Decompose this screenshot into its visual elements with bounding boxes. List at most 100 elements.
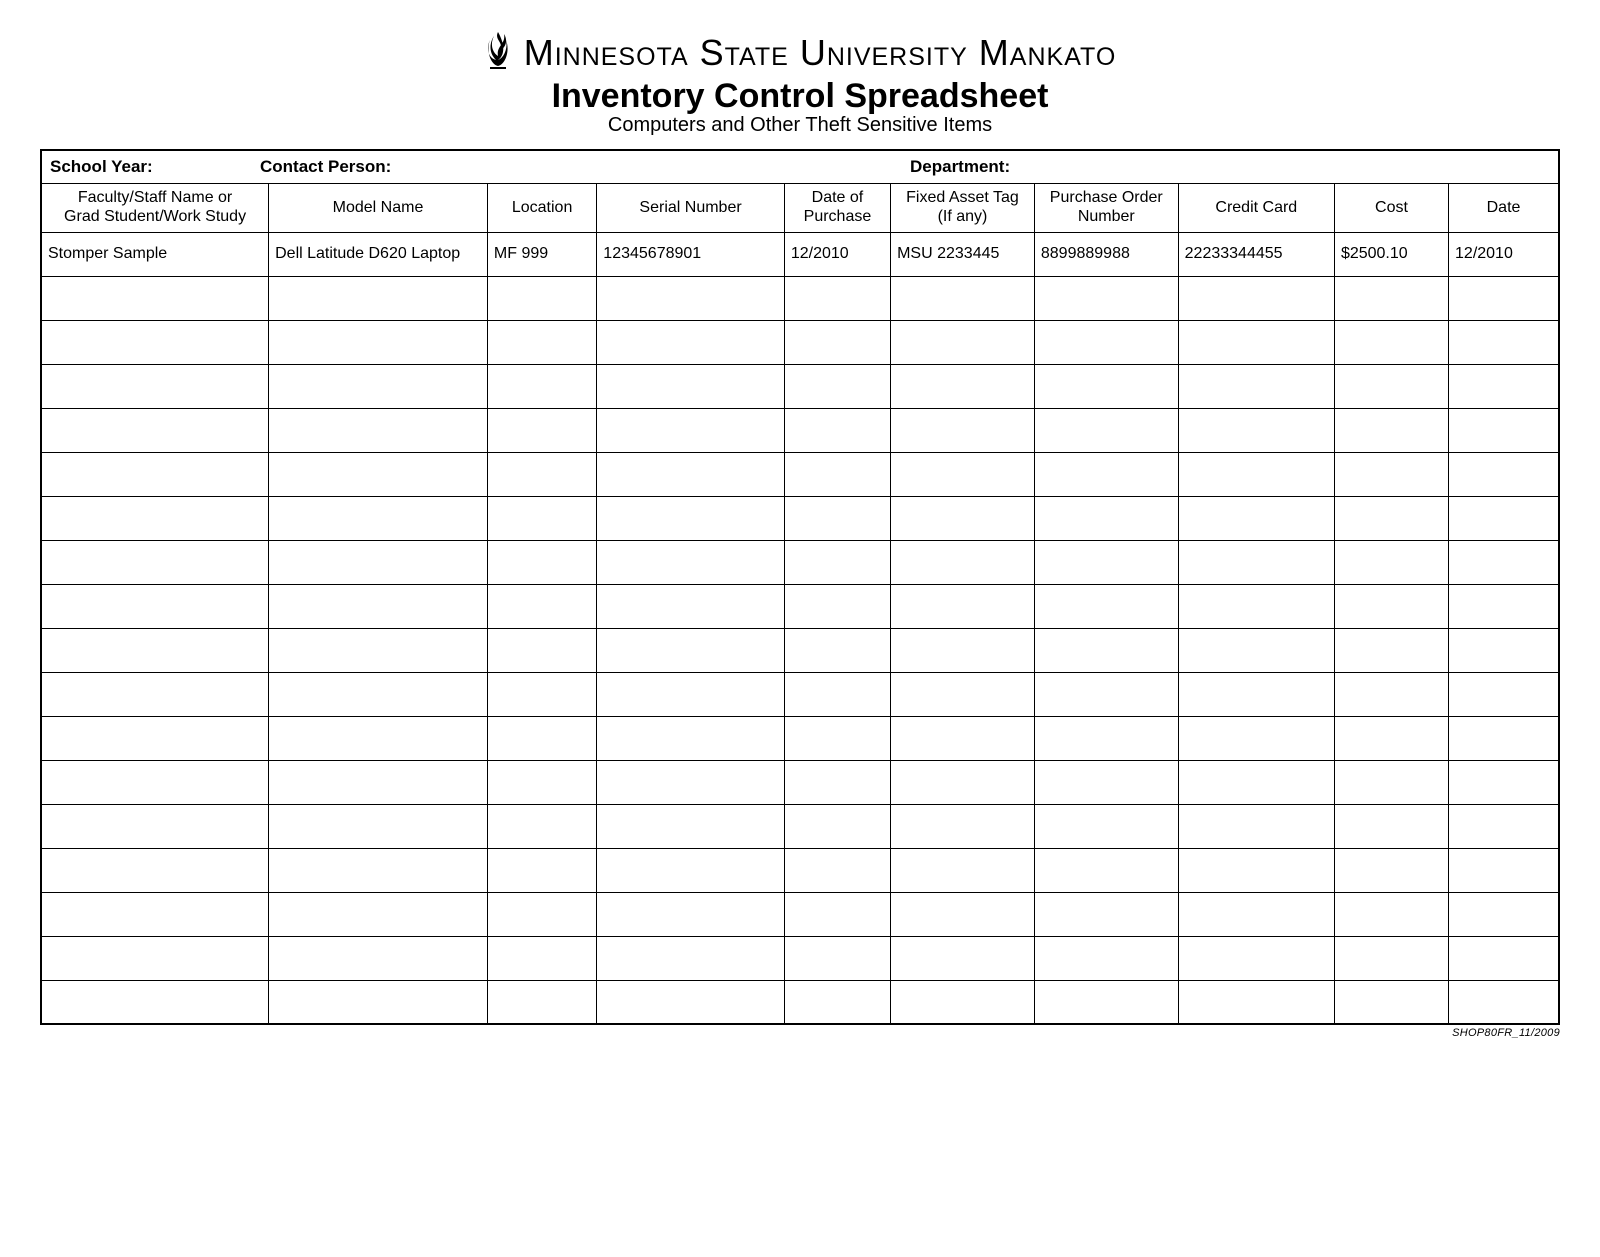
table-cell[interactable] — [1449, 892, 1558, 936]
table-cell[interactable] — [1034, 540, 1178, 584]
table-cell[interactable] — [1178, 364, 1334, 408]
table-cell[interactable] — [42, 320, 269, 364]
table-cell[interactable] — [597, 848, 785, 892]
table-cell[interactable] — [891, 892, 1035, 936]
table-cell[interactable] — [487, 672, 596, 716]
table-cell[interactable] — [597, 584, 785, 628]
table-cell[interactable] — [1449, 452, 1558, 496]
table-cell[interactable] — [487, 892, 596, 936]
table-cell[interactable] — [597, 408, 785, 452]
table-cell[interactable] — [269, 364, 488, 408]
table-cell[interactable] — [891, 672, 1035, 716]
table-cell[interactable] — [1449, 848, 1558, 892]
table-cell[interactable] — [42, 716, 269, 760]
table-cell[interactable] — [487, 320, 596, 364]
table-cell[interactable] — [487, 496, 596, 540]
table-cell[interactable]: 22233344455 — [1178, 232, 1334, 276]
table-cell[interactable] — [1034, 408, 1178, 452]
table-cell[interactable] — [784, 892, 890, 936]
table-cell[interactable] — [42, 936, 269, 980]
table-cell[interactable] — [784, 760, 890, 804]
table-cell[interactable] — [597, 980, 785, 1024]
table-cell[interactable] — [487, 936, 596, 980]
table-cell[interactable] — [891, 584, 1035, 628]
table-cell[interactable] — [42, 452, 269, 496]
table-cell[interactable] — [1334, 672, 1448, 716]
table-cell[interactable] — [1178, 804, 1334, 848]
table-cell[interactable] — [269, 980, 488, 1024]
table-cell[interactable] — [891, 628, 1035, 672]
table-cell[interactable] — [42, 496, 269, 540]
table-cell[interactable] — [1334, 804, 1448, 848]
table-cell[interactable] — [487, 584, 596, 628]
table-cell[interactable] — [784, 584, 890, 628]
table-cell[interactable] — [1449, 320, 1558, 364]
table-cell[interactable] — [891, 320, 1035, 364]
table-cell[interactable] — [269, 276, 488, 320]
table-cell[interactable] — [784, 628, 890, 672]
table-cell[interactable] — [1334, 540, 1448, 584]
table-cell[interactable] — [597, 892, 785, 936]
table-cell[interactable] — [1334, 584, 1448, 628]
table-cell[interactable]: 12/2010 — [784, 232, 890, 276]
table-cell[interactable] — [269, 892, 488, 936]
table-cell[interactable]: 8899889988 — [1034, 232, 1178, 276]
table-cell[interactable] — [269, 320, 488, 364]
table-cell[interactable] — [1449, 716, 1558, 760]
table-cell[interactable] — [784, 672, 890, 716]
table-cell[interactable] — [1449, 628, 1558, 672]
table-cell[interactable] — [269, 540, 488, 584]
table-cell[interactable] — [1334, 496, 1448, 540]
table-cell[interactable] — [42, 584, 269, 628]
table-cell[interactable] — [784, 364, 890, 408]
table-cell[interactable] — [1178, 584, 1334, 628]
table-cell[interactable] — [487, 980, 596, 1024]
table-cell[interactable] — [1178, 848, 1334, 892]
table-cell[interactable] — [269, 452, 488, 496]
table-cell[interactable] — [269, 716, 488, 760]
table-cell[interactable] — [597, 320, 785, 364]
table-cell[interactable] — [1178, 716, 1334, 760]
table-cell[interactable] — [784, 716, 890, 760]
table-cell[interactable] — [487, 408, 596, 452]
table-cell[interactable] — [597, 716, 785, 760]
table-cell[interactable] — [1178, 628, 1334, 672]
table-cell[interactable] — [1334, 364, 1448, 408]
table-cell[interactable] — [1034, 584, 1178, 628]
table-cell[interactable] — [269, 672, 488, 716]
table-cell[interactable] — [1034, 716, 1178, 760]
table-cell[interactable] — [1334, 628, 1448, 672]
table-cell[interactable] — [784, 452, 890, 496]
table-cell[interactable] — [1334, 716, 1448, 760]
table-cell[interactable] — [784, 496, 890, 540]
table-cell[interactable] — [487, 716, 596, 760]
table-cell[interactable] — [1034, 980, 1178, 1024]
table-cell[interactable] — [784, 848, 890, 892]
table-cell[interactable] — [1449, 936, 1558, 980]
table-cell[interactable] — [1178, 452, 1334, 496]
table-cell[interactable] — [42, 804, 269, 848]
table-cell[interactable] — [891, 276, 1035, 320]
table-cell[interactable] — [597, 804, 785, 848]
table-cell[interactable] — [1178, 320, 1334, 364]
table-cell[interactable] — [1334, 452, 1448, 496]
table-cell[interactable] — [1334, 892, 1448, 936]
table-cell[interactable] — [42, 364, 269, 408]
table-cell[interactable] — [487, 276, 596, 320]
table-cell[interactable] — [42, 672, 269, 716]
table-cell[interactable] — [891, 936, 1035, 980]
table-cell[interactable] — [1449, 408, 1558, 452]
table-cell[interactable] — [1449, 496, 1558, 540]
table-cell[interactable] — [1449, 980, 1558, 1024]
table-cell[interactable] — [42, 276, 269, 320]
table-cell[interactable] — [1034, 936, 1178, 980]
table-cell[interactable] — [1034, 364, 1178, 408]
table-cell[interactable] — [1034, 628, 1178, 672]
table-cell[interactable] — [891, 848, 1035, 892]
table-cell[interactable] — [597, 364, 785, 408]
table-cell[interactable] — [1334, 320, 1448, 364]
table-cell[interactable] — [1034, 496, 1178, 540]
table-cell[interactable] — [891, 496, 1035, 540]
table-cell[interactable] — [487, 364, 596, 408]
table-cell[interactable] — [784, 276, 890, 320]
